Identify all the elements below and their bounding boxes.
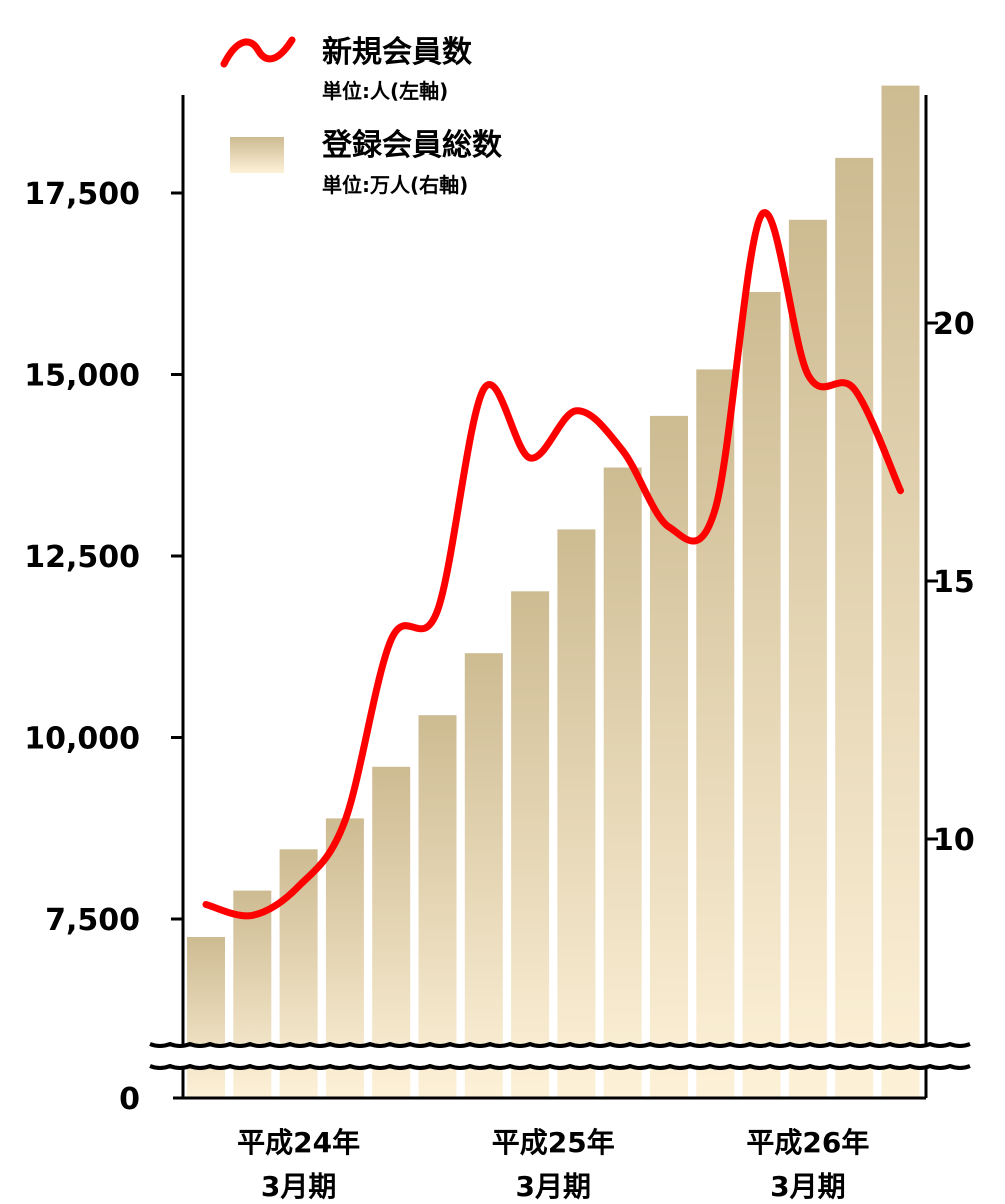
line-path bbox=[202, 209, 904, 920]
right-axis-ticks: 10 15 20 bbox=[926, 307, 975, 858]
bar-series bbox=[187, 85, 920, 1099]
bar bbox=[511, 591, 550, 1098]
axis-break-line-bottom bbox=[149, 1063, 971, 1070]
right-tick-label: 10 bbox=[933, 823, 975, 858]
bar bbox=[603, 467, 642, 1098]
legend-bar-unit: 単位:万人(右軸) bbox=[322, 173, 468, 197]
right-tick-label: 20 bbox=[933, 307, 975, 342]
bar bbox=[788, 219, 827, 1099]
axis-break-line-top bbox=[149, 1041, 971, 1048]
x-tick-label-line2: 3月期 bbox=[770, 1170, 845, 1203]
bar bbox=[650, 415, 688, 1098]
x-axis-labels: 平成24年 3月期 平成25年 3月期 平成26年 3月期 bbox=[237, 1126, 869, 1203]
bar bbox=[187, 937, 225, 1098]
bar bbox=[464, 653, 503, 1098]
legend-line-icon bbox=[220, 36, 296, 68]
left-tick-label: 15,000 bbox=[24, 359, 140, 394]
legend: 新規会員数 単位:人(左軸) 登録会員総数 単位:万人(右軸) bbox=[220, 35, 503, 197]
bar bbox=[418, 715, 457, 1098]
x-tick-label-line2: 3月期 bbox=[516, 1170, 591, 1203]
legend-bar-icon bbox=[230, 137, 284, 173]
bar bbox=[557, 529, 596, 1098]
bar bbox=[835, 157, 874, 1098]
left-tick-label: 10,000 bbox=[24, 722, 140, 757]
left-tick-label: 17,500 bbox=[24, 177, 140, 212]
right-tick-label: 15 bbox=[933, 565, 975, 600]
left-tick-label: 12,500 bbox=[24, 540, 140, 575]
axis-break-band bbox=[150, 1044, 960, 1066]
bar bbox=[742, 292, 781, 1098]
x-tick-label-line1: 平成25年 bbox=[492, 1126, 615, 1159]
legend-line-label: 新規会員数 bbox=[322, 35, 473, 70]
legend-bar-label: 登録会員総数 bbox=[321, 128, 503, 163]
axis-break bbox=[149, 1041, 971, 1070]
x-tick-label-line2: 3月期 bbox=[261, 1170, 336, 1203]
x-tick-label-line1: 平成24年 bbox=[237, 1126, 360, 1159]
bar bbox=[696, 369, 735, 1098]
axes bbox=[173, 95, 928, 1100]
left-axis-ticks: 7,500 10,000 12,500 15,000 17,500 0 bbox=[24, 177, 183, 1117]
left-tick-label: 7,500 bbox=[45, 903, 140, 938]
left-tick-label-zero: 0 bbox=[119, 1082, 140, 1117]
line-series bbox=[202, 209, 904, 920]
legend-line-unit: 単位:人(左軸) bbox=[322, 79, 448, 103]
x-tick-label-line1: 平成26年 bbox=[746, 1126, 869, 1159]
bar bbox=[881, 85, 920, 1099]
